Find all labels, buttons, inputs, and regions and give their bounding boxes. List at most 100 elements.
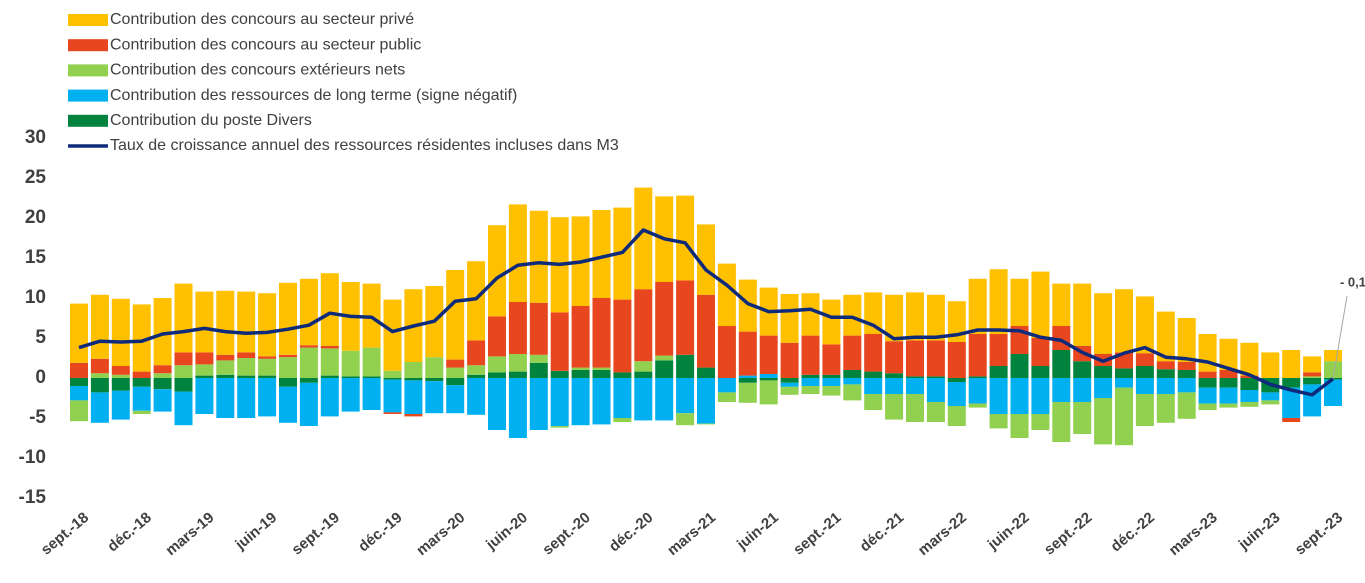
bar bbox=[362, 376, 381, 378]
x-tick-label: sept.-21 bbox=[790, 509, 844, 558]
bar bbox=[968, 378, 987, 404]
bar bbox=[1115, 378, 1133, 388]
bar bbox=[864, 371, 883, 378]
bar bbox=[843, 335, 862, 370]
bar bbox=[488, 225, 506, 317]
bar bbox=[467, 261, 486, 341]
bar bbox=[1010, 354, 1029, 378]
bar bbox=[1156, 394, 1175, 423]
legend-label: Contribution des concours au secteur pri… bbox=[110, 11, 414, 28]
bar bbox=[446, 270, 465, 360]
bar bbox=[947, 301, 966, 342]
bar bbox=[174, 378, 193, 392]
bar bbox=[132, 386, 151, 411]
bar bbox=[717, 263, 736, 326]
bar bbox=[341, 376, 360, 378]
bar bbox=[237, 291, 256, 353]
bar bbox=[383, 370, 402, 378]
bar bbox=[1282, 350, 1301, 378]
legend-swatch bbox=[68, 89, 108, 102]
bar bbox=[258, 293, 277, 357]
bar bbox=[195, 375, 214, 378]
bar bbox=[885, 373, 904, 378]
bar bbox=[968, 376, 987, 378]
bar bbox=[655, 360, 674, 378]
bar bbox=[70, 303, 88, 363]
bar bbox=[1094, 366, 1113, 378]
x-tick-label: déc.-18 bbox=[104, 509, 155, 555]
bar bbox=[529, 302, 548, 355]
bar bbox=[467, 374, 486, 378]
bar bbox=[1031, 338, 1050, 366]
bar bbox=[195, 352, 214, 365]
bar bbox=[1156, 361, 1175, 370]
bar bbox=[592, 378, 611, 425]
bar bbox=[822, 299, 841, 345]
x-tick-label: sept.-19 bbox=[289, 509, 343, 558]
bar bbox=[1094, 378, 1113, 398]
bar bbox=[279, 282, 297, 355]
y-tick-label: -5 bbox=[29, 407, 46, 428]
y-tick-label: 30 bbox=[25, 127, 46, 148]
bar bbox=[717, 392, 736, 402]
bar bbox=[1156, 369, 1175, 378]
bar bbox=[1198, 334, 1217, 372]
bar bbox=[780, 378, 799, 383]
bar bbox=[906, 376, 924, 378]
legend-label: Contribution des ressources de long term… bbox=[110, 87, 517, 104]
bar bbox=[801, 386, 820, 394]
y-tick-label: 10 bbox=[25, 287, 46, 308]
bar bbox=[216, 354, 235, 361]
bar bbox=[613, 418, 632, 422]
bar bbox=[989, 366, 1008, 378]
bar bbox=[362, 378, 381, 410]
bar bbox=[1219, 338, 1238, 370]
bar bbox=[299, 378, 318, 383]
bar bbox=[446, 359, 465, 368]
bar bbox=[1303, 376, 1322, 378]
bar bbox=[258, 358, 277, 376]
bar bbox=[1010, 378, 1029, 414]
bar bbox=[717, 378, 736, 393]
bar bbox=[1219, 378, 1238, 388]
bar bbox=[153, 373, 172, 378]
legend-label: Contribution des concours extérieurs net… bbox=[110, 62, 405, 79]
bar bbox=[1052, 402, 1071, 442]
bar bbox=[258, 378, 277, 417]
bar bbox=[216, 374, 235, 378]
bar bbox=[759, 378, 778, 381]
bar bbox=[822, 386, 841, 396]
bar bbox=[843, 294, 862, 336]
bar bbox=[968, 334, 987, 377]
x-tick-label: juin-21 bbox=[733, 509, 782, 554]
bar bbox=[132, 410, 151, 414]
bar bbox=[279, 354, 297, 358]
bar bbox=[404, 414, 423, 417]
bar bbox=[90, 378, 109, 393]
bar bbox=[320, 375, 339, 378]
bar bbox=[1240, 402, 1259, 407]
bar bbox=[550, 370, 569, 378]
bar bbox=[1177, 370, 1196, 378]
bar bbox=[634, 187, 653, 290]
bar bbox=[320, 378, 339, 417]
bar bbox=[926, 376, 945, 378]
x-tick-label: mars-22 bbox=[915, 509, 970, 559]
bar bbox=[968, 278, 987, 334]
bar bbox=[926, 340, 945, 377]
bar bbox=[1240, 375, 1259, 378]
bar bbox=[822, 344, 841, 375]
bar bbox=[1198, 371, 1217, 378]
bar bbox=[655, 378, 674, 421]
x-tick-label: déc.-20 bbox=[606, 509, 657, 555]
bar bbox=[1177, 318, 1196, 362]
y-tick-label: 15 bbox=[25, 247, 47, 268]
x-tick-label: mars-23 bbox=[1166, 509, 1221, 559]
bar bbox=[320, 273, 339, 346]
x-tick-label: mars-19 bbox=[163, 509, 218, 559]
bar bbox=[1115, 368, 1133, 378]
bar bbox=[1324, 361, 1342, 378]
bar bbox=[153, 378, 172, 390]
bar bbox=[759, 335, 778, 374]
